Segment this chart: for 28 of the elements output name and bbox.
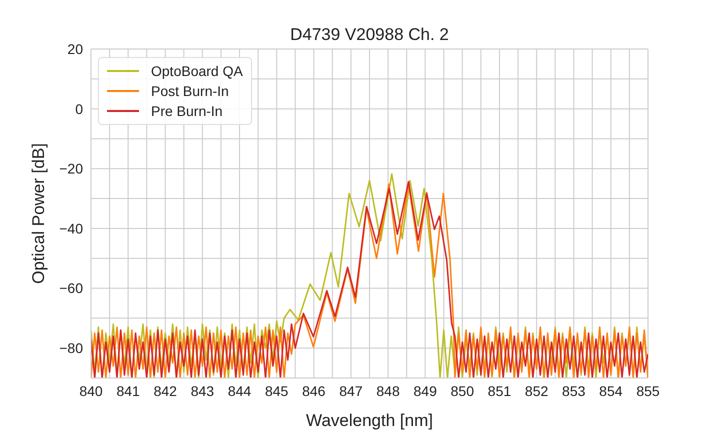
x-tick-label: 841: [116, 382, 140, 399]
y-axis-title: Optical Power [dB]: [29, 143, 48, 284]
y-tick-label: 0: [75, 100, 84, 117]
legend-label: Post Burn-In: [151, 82, 229, 101]
y-tick-label: −80: [59, 340, 84, 356]
y-tick-label: −20: [59, 160, 84, 177]
y-tick-label: −40: [59, 220, 84, 236]
x-tick-label: 840: [79, 382, 103, 399]
x-tick-label: 847: [339, 382, 363, 399]
x-tick-label: 842: [154, 382, 178, 399]
y-tick-label: −60: [59, 280, 84, 296]
chart-title: D4739 V20988 Ch. 2: [290, 25, 449, 44]
legend-label: OptoBoard QA: [151, 62, 243, 81]
x-tick-label: 850: [450, 382, 474, 399]
x-tick-label: 849: [414, 382, 438, 399]
x-tick-label: 851: [488, 382, 512, 399]
x-tick-label: 843: [190, 382, 214, 399]
x-axis-title: Wavelength [nm]: [306, 411, 433, 430]
x-tick-label: 855: [636, 382, 660, 399]
x-tick-label: 846: [302, 382, 326, 399]
x-tick-label: 848: [376, 382, 400, 399]
x-tick-label: 845: [264, 382, 289, 399]
x-tick-label: 854: [599, 382, 623, 399]
x-tick-label: 852: [524, 382, 548, 399]
legend-label: Pre Burn-In: [151, 102, 223, 121]
y-tick-label: 20: [67, 40, 84, 57]
x-tick-label: 853: [562, 382, 586, 399]
x-tick-label: 844: [228, 382, 252, 399]
